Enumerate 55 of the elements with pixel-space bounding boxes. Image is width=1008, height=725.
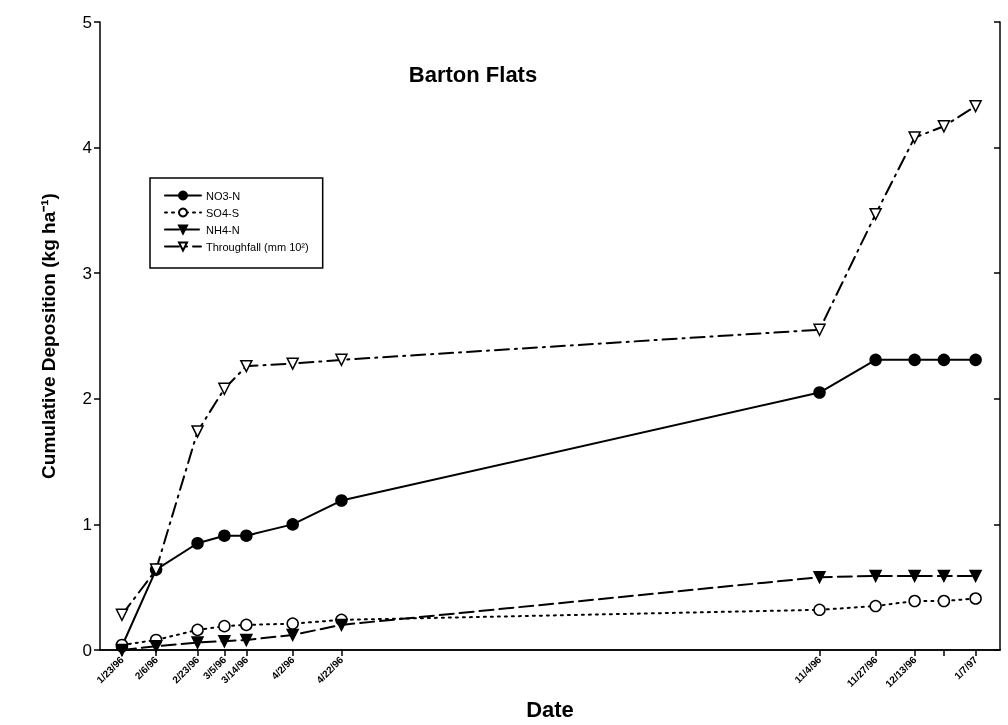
y-tick-label: 3 [82,263,92,283]
point [286,628,299,642]
point [240,618,253,632]
point [191,636,204,649]
point [937,594,951,608]
point [969,569,982,583]
text: Barton Flats [408,61,538,87]
point [908,569,921,583]
point [115,643,129,657]
legend-label: SO4-S [206,206,240,219]
y-tick-label: 1 [82,514,92,534]
point [937,120,951,133]
y-tick-label: 5 [82,12,92,32]
point [969,353,982,367]
point [286,518,299,531]
point [869,599,882,613]
point [240,633,253,647]
point [286,357,299,370]
legend-label: Throughfall (mm 10²) [206,240,309,253]
point [813,386,826,399]
point [813,570,826,584]
point [869,353,882,367]
point [191,425,204,438]
y-tick-label: 2 [82,389,92,409]
point [115,608,129,622]
y-tick-label: 0 [82,640,92,660]
point [218,382,231,395]
point [937,353,951,367]
point [191,536,204,550]
point [286,617,299,630]
point [335,494,348,507]
point [218,529,231,542]
legend-label: NO3-N [206,189,241,202]
point [813,323,826,336]
point [869,569,882,583]
point [908,594,921,608]
point [908,353,921,367]
point [869,207,882,221]
point [240,359,253,373]
point [218,634,231,648]
y-tick-label: 4 [82,138,92,158]
point [240,529,253,542]
point [813,603,826,617]
x-axis-title: Date [526,696,574,722]
y-axis-title: Cumulative Deposition (kg ha⁻¹) [38,193,59,479]
point [969,99,982,113]
point [335,353,348,367]
point [937,569,951,583]
point [969,592,982,605]
point [908,131,921,144]
point [191,623,204,637]
legend-label: NH4-N [206,223,240,236]
point [218,619,231,633]
point [335,618,348,632]
point [149,639,163,653]
